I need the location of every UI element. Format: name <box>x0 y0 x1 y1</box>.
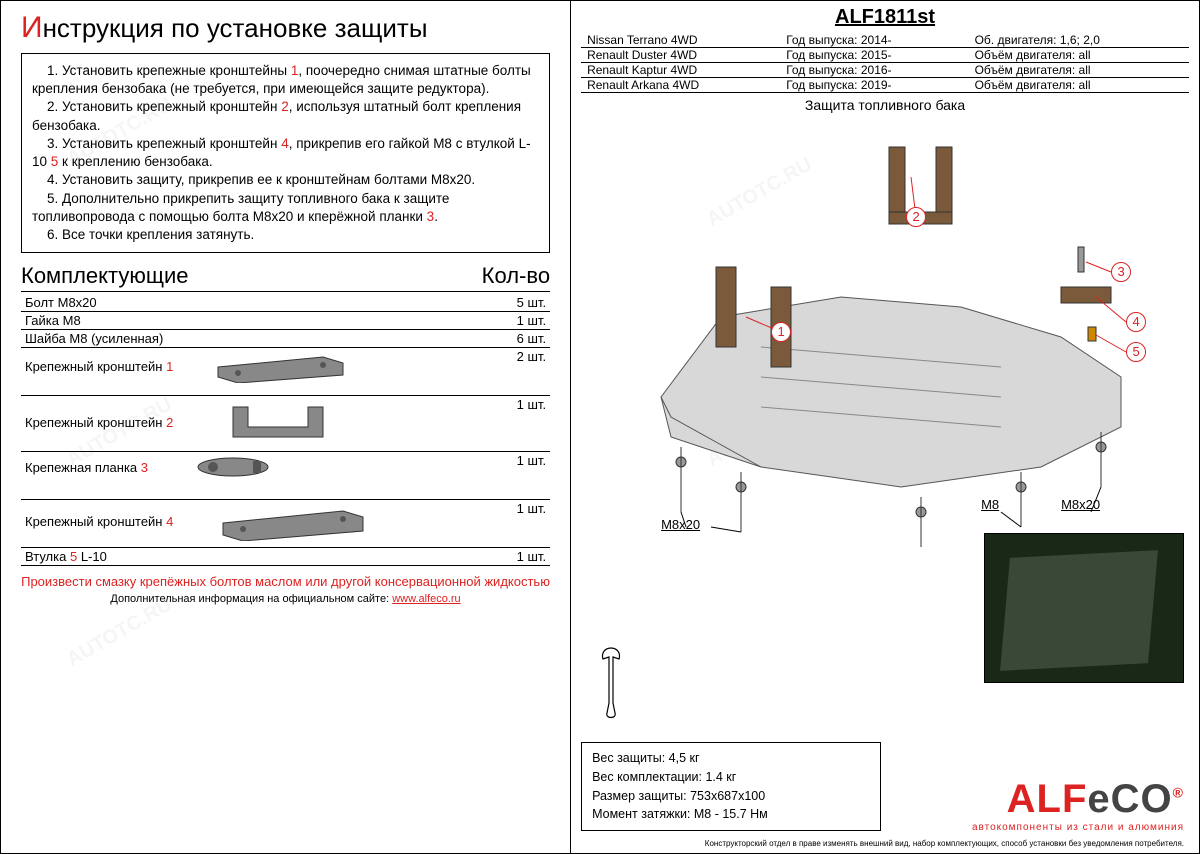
spec-weight-protection: Вес защиты: 4,5 кг <box>592 749 870 768</box>
title-initial: И <box>21 11 43 44</box>
component-row: Крепежный кронштейн 12 шт. <box>21 348 550 396</box>
part-number: ALF1811st <box>581 6 1189 29</box>
component-row: Крепежный кронштейн 41 шт. <box>21 500 550 548</box>
compat-row: Renault Kaptur 4WDГод выпуска: 2016-Объё… <box>581 63 1189 78</box>
left-column: Инструкция по установке защиты 1. Устано… <box>1 1 570 853</box>
diagram-title: Защита топливного бака <box>581 97 1189 113</box>
callout-5: 5 <box>1126 342 1146 362</box>
exploded-diagram: 1 2 3 4 5 M8x20 M8 M8x20 <box>581 117 1189 557</box>
callout-3: 3 <box>1111 262 1131 282</box>
spec-torque: Момент затяжки: М8 - 15.7 Нм <box>592 805 870 824</box>
component-row: Крепежная планка 31 шт. <box>21 452 550 500</box>
compat-row: Renault Duster 4WDГод выпуска: 2015-Объё… <box>581 48 1189 63</box>
brand-logo: ALFeCO® автокомпоненты из стали и алюмин… <box>972 777 1184 833</box>
right-column: ALF1811st Nissan Terrano 4WDГод выпуска:… <box>570 1 1199 853</box>
page-title: Инструкция по установке защиты <box>21 11 550 45</box>
spec-size: Размер защиты: 753х687х100 <box>592 787 870 806</box>
instruction-step: 4. Установить защиту, прикрепив ее к кро… <box>32 171 539 189</box>
title-rest: нструкция по установке защиты <box>43 13 428 43</box>
instruction-step: 2. Установить крепежный кронштейн 2, исп… <box>32 98 539 134</box>
instruction-step: 5. Дополнительно прикрепить защиту топли… <box>32 190 539 226</box>
logo-alf: ALF <box>1007 777 1088 821</box>
components-header: Комплектующие Кол-во <box>21 263 550 292</box>
callout-1: 1 <box>771 322 791 342</box>
diagram-svg <box>581 117 1181 557</box>
diagram-label: M8 <box>981 497 999 512</box>
fine-print: Конструкторский отдел в праве изменять в… <box>705 839 1184 848</box>
logo-subtitle: автокомпоненты из стали и алюминия <box>972 822 1184 833</box>
footer-link-line: Дополнительная информация на официальном… <box>21 593 550 605</box>
footer-link-text: Дополнительная информация на официальном… <box>110 593 392 605</box>
component-row: Гайка М81 шт. <box>21 312 550 330</box>
compat-row: Renault Arkana 4WDГод выпуска: 2019-Объё… <box>581 78 1189 93</box>
components-qty-title: Кол-во <box>482 263 550 289</box>
diagram-label: M8x20 <box>1061 497 1100 512</box>
components-table: Болт М8х205 шт.Гайка М81 шт.Шайба М8 (ус… <box>21 294 550 566</box>
installed-photo <box>984 533 1184 683</box>
spec-weight-kit: Вес комплектации: 1.4 кг <box>592 768 870 787</box>
wrench-icon <box>591 643 631 723</box>
callout-4: 4 <box>1126 312 1146 332</box>
component-row: Шайба М8 (усиленная)6 шт. <box>21 330 550 348</box>
callout-2: 2 <box>906 207 926 227</box>
instruction-step: 1. Установить крепежные кронштейны 1, по… <box>32 62 539 98</box>
specs-box: Вес защиты: 4,5 кг Вес комплектации: 1.4… <box>581 742 881 831</box>
component-row: Болт М8х205 шт. <box>21 294 550 312</box>
footer-note: Произвести смазку крепёжных болтов масло… <box>21 574 550 589</box>
diagram-label: M8x20 <box>661 517 700 532</box>
logo-eco: eCO <box>1087 777 1172 821</box>
component-row: Крепежный кронштейн 21 шт. <box>21 396 550 452</box>
compatibility-table: Nissan Terrano 4WDГод выпуска: 2014-Об. … <box>581 33 1189 93</box>
footer-link[interactable]: www.alfeco.ru <box>392 593 460 605</box>
instruction-step: 6. Все точки крепления затянуть. <box>32 226 539 244</box>
instruction-step: 3. Установить крепежный кронштейн 4, при… <box>32 135 539 171</box>
components-title: Комплектующие <box>21 263 188 289</box>
component-row: Втулка 5 L-101 шт. <box>21 548 550 566</box>
instructions-box: 1. Установить крепежные кронштейны 1, по… <box>21 53 550 253</box>
compat-row: Nissan Terrano 4WDГод выпуска: 2014-Об. … <box>581 33 1189 48</box>
